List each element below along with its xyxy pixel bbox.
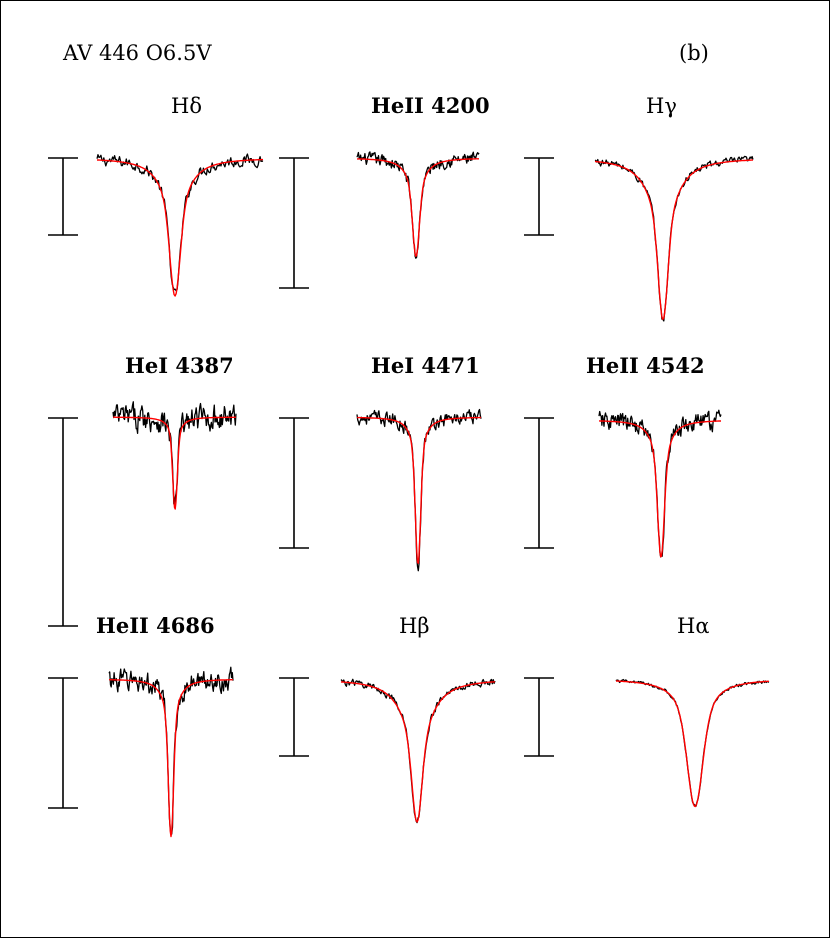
panel-tag: (b) xyxy=(679,41,709,65)
model-fit xyxy=(108,679,234,838)
line-panel: Hα xyxy=(524,614,770,808)
observed-spectrum xyxy=(108,666,234,835)
panel-title: HeI 4471 xyxy=(371,353,480,378)
line-panel: HeII 4200 xyxy=(279,93,490,289)
model-fit xyxy=(594,159,754,321)
observed-spectrum xyxy=(594,155,754,322)
panel-title: Hβ xyxy=(399,614,429,638)
line-panel: HeI 4471 xyxy=(279,353,482,572)
observed-spectrum xyxy=(615,678,770,807)
panel-title: HeII 4686 xyxy=(96,613,215,638)
star-label: AV 446 O6.5V xyxy=(62,41,212,65)
line-panel: Hβ xyxy=(279,614,496,824)
line-panel: HeI 4387 xyxy=(48,353,237,627)
observed-spectrum xyxy=(96,153,264,292)
line-panel: Hδ xyxy=(48,94,264,297)
model-fit xyxy=(112,416,237,510)
line-panel: HeII 4686 xyxy=(48,613,234,838)
panel-title: Hδ xyxy=(171,94,202,118)
line-panels: Hδ HeII 4200 Hγ HeI 4387 HeI 4471 HeII 4542 He… xyxy=(48,93,770,838)
panel-title: Hγ xyxy=(646,94,677,118)
observed-spectrum xyxy=(598,409,722,558)
observed-spectrum xyxy=(340,678,496,824)
line-panel: Hγ xyxy=(524,94,754,322)
model-fit xyxy=(357,158,479,258)
model-fit xyxy=(340,681,495,823)
observed-spectrum xyxy=(356,408,482,572)
panel-title: HeII 4542 xyxy=(586,353,705,378)
panel-title: Hα xyxy=(677,614,710,638)
model-fit xyxy=(599,420,721,558)
panel-title: HeI 4387 xyxy=(125,353,234,378)
line-panel: HeII 4542 xyxy=(524,353,722,558)
model-fit xyxy=(357,416,481,564)
panel-title: HeII 4200 xyxy=(371,93,490,118)
model-fit xyxy=(616,680,769,808)
model-fit xyxy=(97,158,263,297)
